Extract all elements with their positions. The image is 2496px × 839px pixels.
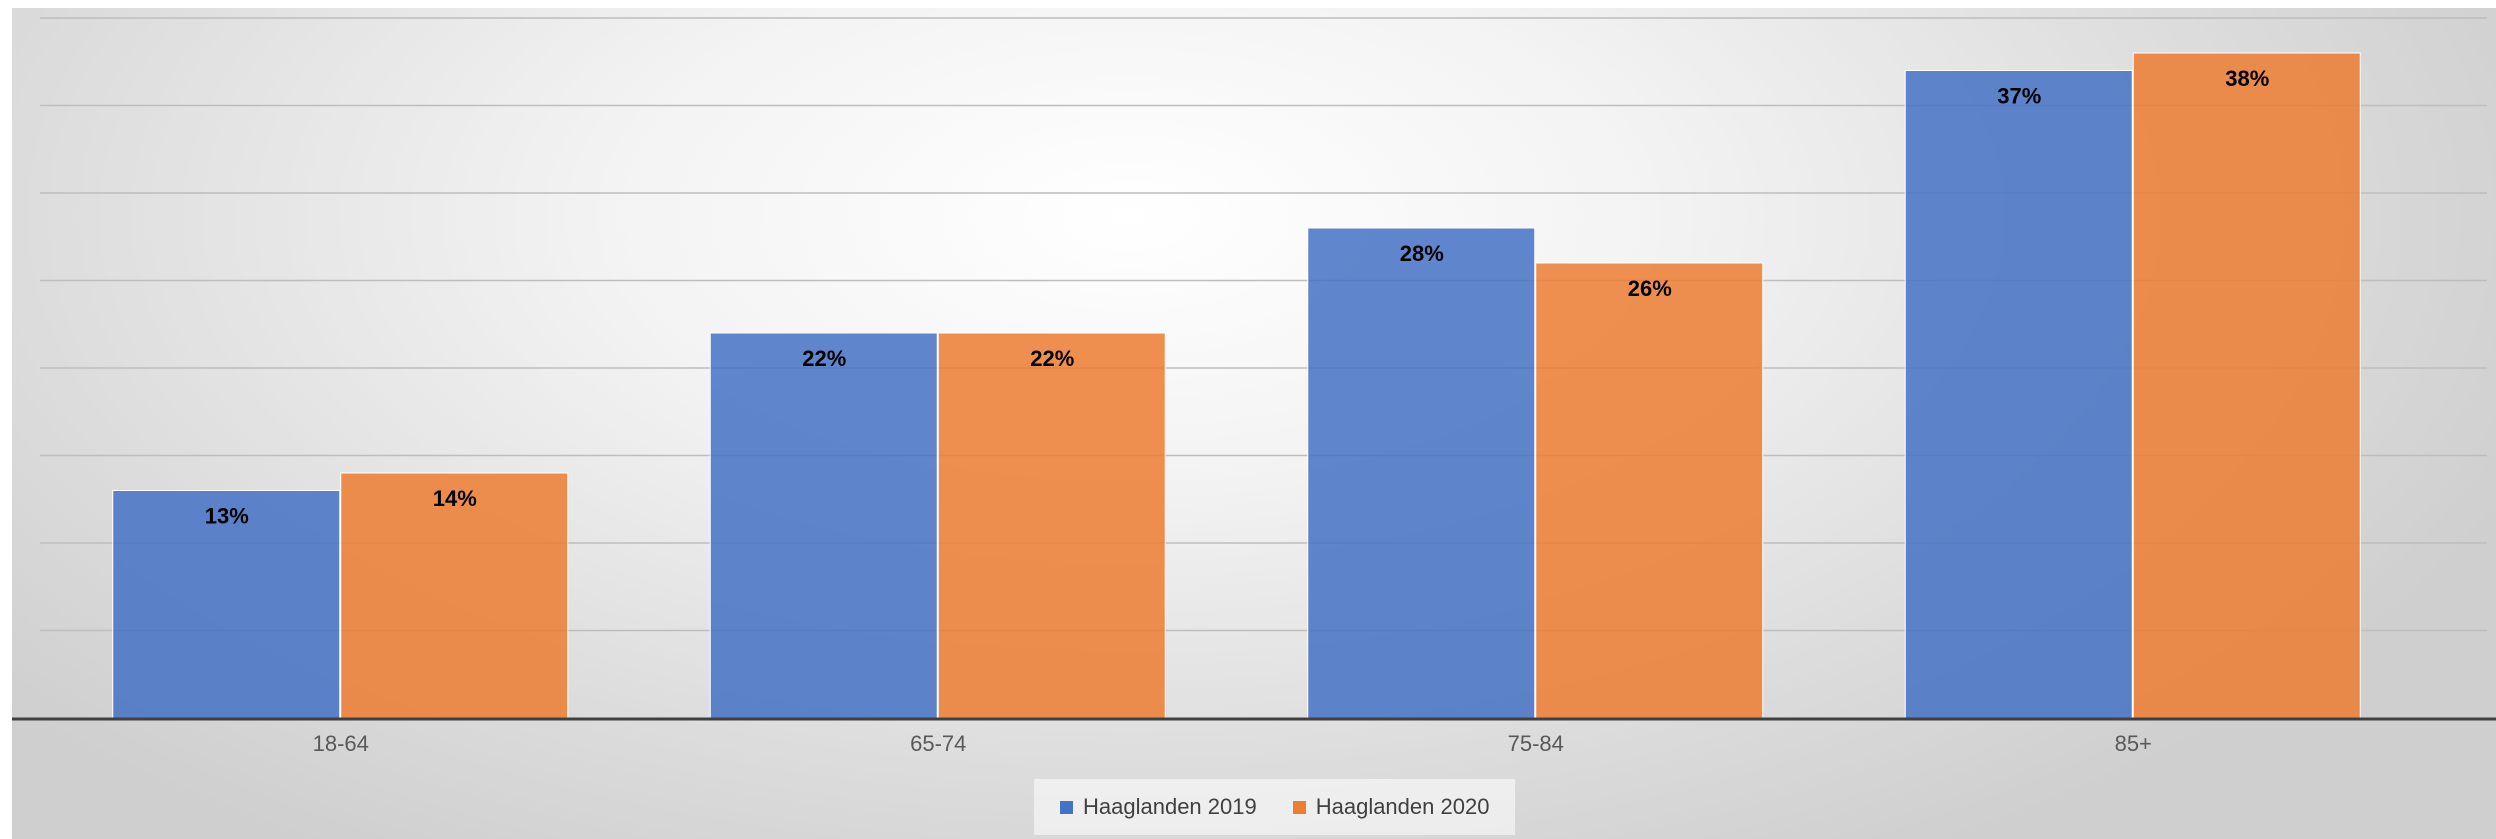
data-label: 28% bbox=[1400, 241, 1444, 266]
bar bbox=[1307, 227, 1536, 719]
data-label: 14% bbox=[433, 486, 477, 511]
x-tick-label: 75-84 bbox=[1508, 731, 1564, 756]
legend-item-2019: Haaglanden 2019 bbox=[1060, 794, 1257, 820]
legend-swatch-2020 bbox=[1292, 800, 1306, 814]
bar-chart: 13% 14% 18-64 22% 22% 65-74 28% 26% 75-84 37% 38% 8… bbox=[12, 17, 2496, 756]
data-label: 22% bbox=[1030, 346, 1074, 371]
x-tick-label: 65-74 bbox=[910, 731, 966, 756]
data-label: 37% bbox=[1997, 84, 2041, 109]
legend-item-2020: Haaglanden 2020 bbox=[1292, 794, 1490, 820]
bar bbox=[1535, 262, 1764, 719]
data-label: 13% bbox=[205, 504, 249, 529]
legend-label-2020: Haaglanden 2020 bbox=[1315, 794, 1490, 819]
bar bbox=[709, 332, 938, 719]
legend: Haaglanden 2019 Haaglanden 2020 bbox=[1034, 779, 1516, 835]
bar bbox=[112, 490, 341, 719]
x-tick-label: 85+ bbox=[2115, 731, 2152, 756]
legend-label-2019: Haaglanden 2019 bbox=[1083, 794, 1257, 819]
bar bbox=[340, 472, 569, 719]
legend-swatch-2019 bbox=[1060, 800, 1073, 814]
bar bbox=[2132, 52, 2361, 719]
bar bbox=[1904, 70, 2133, 719]
data-label: 26% bbox=[1628, 276, 1672, 301]
x-tick-label: 18-64 bbox=[313, 731, 369, 756]
bar bbox=[937, 332, 1166, 719]
chart-area: 13% 14% 18-64 22% 22% 65-74 28% 26% 75-84 37% 38% 8… bbox=[12, 8, 2496, 839]
data-label: 22% bbox=[802, 346, 846, 371]
data-label: 38% bbox=[2225, 66, 2269, 91]
